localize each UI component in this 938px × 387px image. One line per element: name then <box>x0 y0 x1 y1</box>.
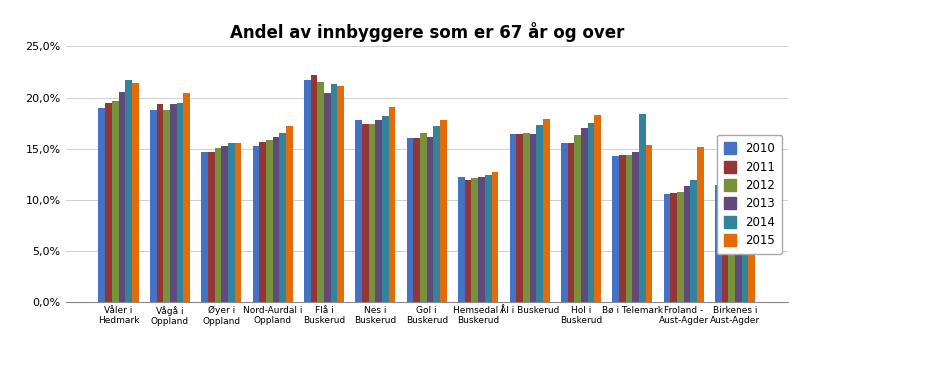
Bar <box>729 182 735 302</box>
Bar <box>176 103 183 302</box>
Bar <box>369 124 375 302</box>
Bar <box>684 187 690 302</box>
Bar <box>537 125 543 302</box>
Bar <box>362 124 369 302</box>
Bar <box>382 116 388 302</box>
Bar <box>331 84 338 302</box>
Bar <box>645 144 652 302</box>
Bar <box>465 180 472 302</box>
Bar <box>561 144 567 302</box>
Bar <box>310 75 317 302</box>
Bar <box>202 152 208 302</box>
Bar <box>427 137 433 302</box>
Bar <box>433 126 440 302</box>
Bar <box>228 144 234 302</box>
Bar <box>543 119 550 302</box>
Bar <box>234 144 241 302</box>
Bar <box>485 175 492 302</box>
Bar <box>118 92 125 302</box>
Bar <box>252 146 259 302</box>
Bar <box>125 80 132 302</box>
Bar <box>735 178 742 302</box>
Bar <box>581 128 587 302</box>
Bar <box>317 82 324 302</box>
Bar <box>567 144 574 302</box>
Bar <box>286 126 293 302</box>
Bar <box>677 192 684 302</box>
Bar <box>721 190 729 302</box>
Bar <box>587 123 595 302</box>
Bar <box>664 194 671 302</box>
Title: Andel av innbyggere som er 67 år og over: Andel av innbyggere som er 67 år og over <box>230 22 624 42</box>
Bar <box>509 134 516 302</box>
Bar <box>516 134 522 302</box>
Bar <box>626 155 632 302</box>
Bar <box>132 83 139 302</box>
Bar <box>304 80 310 302</box>
Bar <box>697 147 704 302</box>
Bar <box>112 101 118 302</box>
Bar <box>221 146 228 302</box>
Bar <box>259 142 266 302</box>
Bar <box>619 155 626 302</box>
Bar <box>632 152 639 302</box>
Bar <box>208 152 215 302</box>
Legend: 2010, 2011, 2012, 2013, 2014, 2015: 2010, 2011, 2012, 2013, 2014, 2015 <box>717 135 782 254</box>
Bar <box>407 139 414 302</box>
Bar <box>163 110 170 302</box>
Bar <box>671 193 677 302</box>
Bar <box>639 114 645 302</box>
Bar <box>98 108 105 302</box>
Bar <box>338 86 344 302</box>
Bar <box>715 185 721 302</box>
Bar <box>170 104 176 302</box>
Bar <box>273 137 280 302</box>
Bar <box>690 180 697 302</box>
Bar <box>522 133 530 302</box>
Bar <box>458 177 465 302</box>
Bar <box>440 120 446 302</box>
Bar <box>414 139 420 302</box>
Bar <box>749 167 755 302</box>
Bar <box>478 177 485 302</box>
Bar <box>266 140 273 302</box>
Bar <box>530 134 537 302</box>
Bar <box>388 107 396 302</box>
Bar <box>105 103 112 302</box>
Bar <box>215 147 221 302</box>
Bar <box>472 178 478 302</box>
Bar <box>595 115 601 302</box>
Bar <box>150 110 157 302</box>
Bar <box>420 133 427 302</box>
Bar <box>157 104 163 302</box>
Bar <box>183 93 189 302</box>
Bar <box>742 177 749 302</box>
Bar <box>280 133 286 302</box>
Bar <box>492 172 498 302</box>
Bar <box>375 120 382 302</box>
Bar <box>324 93 331 302</box>
Bar <box>613 156 619 302</box>
Bar <box>574 135 581 302</box>
Bar <box>356 120 362 302</box>
